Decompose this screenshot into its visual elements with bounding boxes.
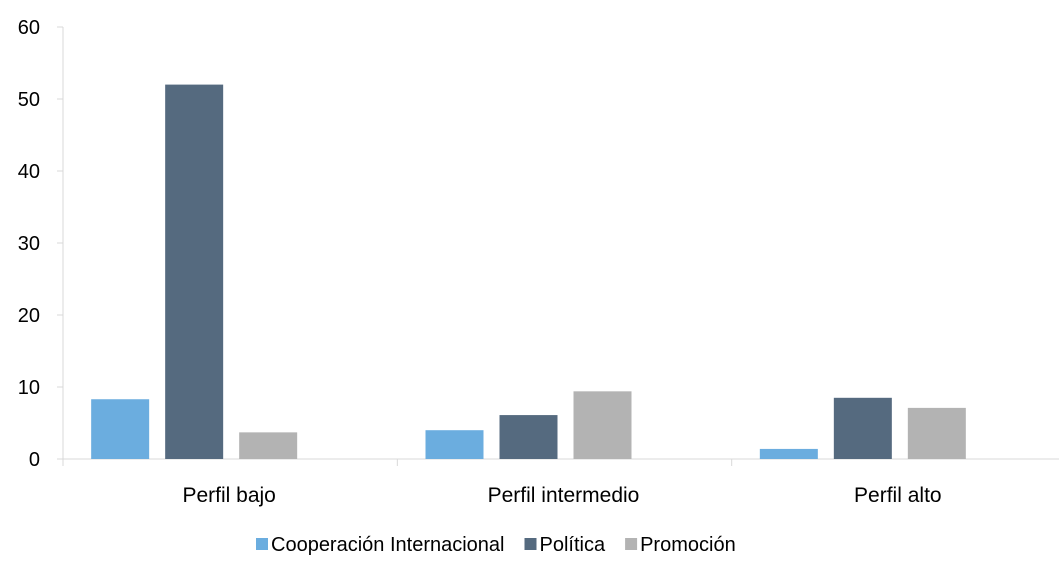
y-tick-label: 30 (18, 233, 40, 255)
bar (425, 430, 484, 459)
legend-swatch (625, 538, 638, 550)
y-tick-label: 50 (18, 89, 40, 111)
legend-label: Cooperación Internacional (271, 534, 505, 556)
bar (907, 407, 966, 459)
legend-swatch (256, 538, 268, 550)
category-label: Perfil bajo (182, 484, 275, 507)
legend: Cooperación Internacional Política Promoci… (256, 534, 736, 556)
bar (239, 432, 298, 459)
legend-swatch (524, 538, 537, 550)
labels: 0 10 20 30 40 50 60 Perfil bajo Perfil intermedi… (18, 17, 942, 507)
bars (91, 84, 966, 459)
category-label: Perfil intermedio (488, 484, 640, 507)
bar (573, 391, 632, 459)
y-tick-label: 40 (18, 161, 40, 183)
y-tick-label: 0 (29, 449, 40, 471)
bar (759, 448, 818, 459)
bar (91, 399, 150, 459)
bar (165, 84, 224, 459)
category-label: Perfil alto (854, 484, 942, 507)
legend-label: Promoción (640, 534, 736, 556)
y-tick-label: 60 (18, 17, 40, 39)
y-tick-label: 10 (18, 377, 40, 399)
bar (833, 397, 892, 459)
axes (57, 26, 1059, 466)
bar (499, 415, 558, 459)
legend-label: Política (540, 534, 606, 556)
y-tick-label: 20 (18, 305, 40, 327)
